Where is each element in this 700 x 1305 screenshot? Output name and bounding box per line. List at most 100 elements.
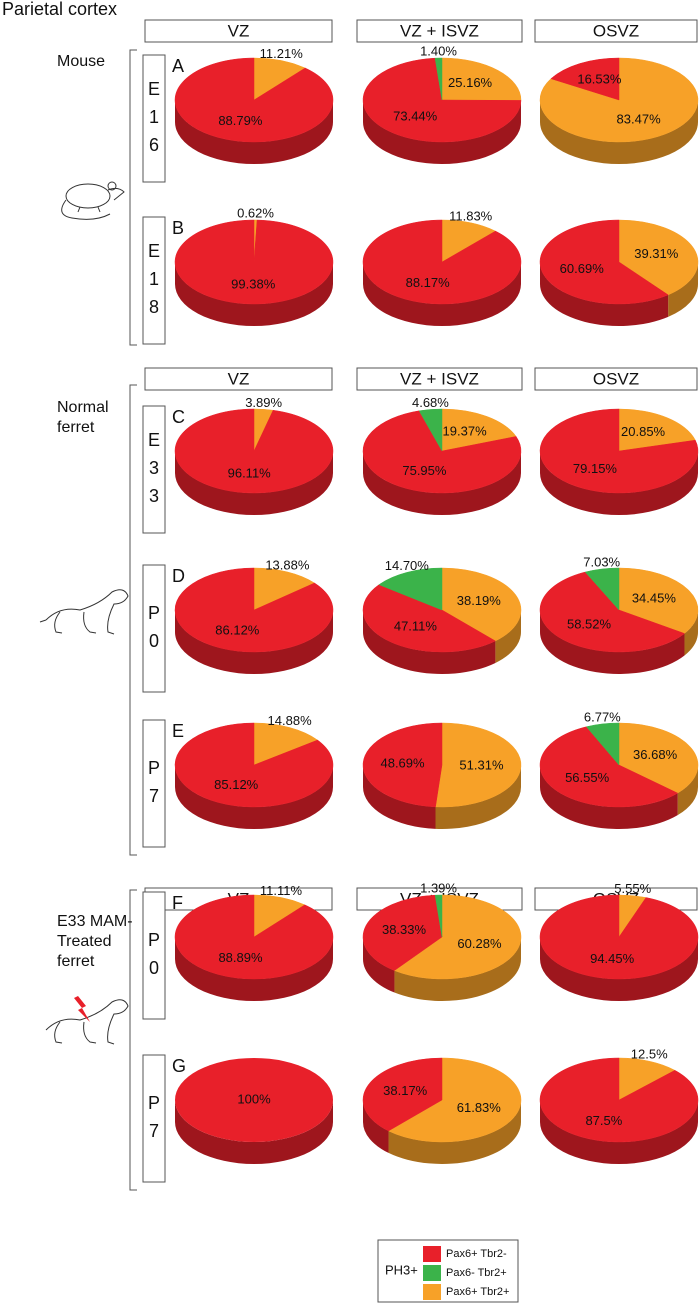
column-header-box xyxy=(534,19,698,43)
pie-side xyxy=(394,937,521,1001)
pie-slice xyxy=(388,1057,522,1143)
pie-slice xyxy=(539,894,699,980)
legend-label: Pax6+ Tbr2+ xyxy=(446,1286,509,1298)
pie-slice xyxy=(174,722,334,808)
legend-box xyxy=(377,1239,519,1303)
pie-slice xyxy=(434,57,443,101)
pie-side xyxy=(363,610,496,674)
pie: 34.45% 58.52% 7.03% xyxy=(539,554,699,675)
age-label: 1 xyxy=(149,107,159,127)
age-label: P xyxy=(148,603,160,623)
age-box xyxy=(142,719,166,848)
pie: 13.88% 86.12% xyxy=(174,557,334,674)
pie: 11.11% 88.89% xyxy=(174,883,334,1001)
value-label: 56.55% xyxy=(565,770,610,785)
legend-swatch xyxy=(423,1246,441,1262)
bracket xyxy=(129,49,137,346)
pie-slice xyxy=(253,567,316,611)
pie-side xyxy=(175,1100,333,1164)
pie-slice xyxy=(175,1058,333,1142)
value-label: 25.16% xyxy=(448,75,493,90)
value-label: 12.5% xyxy=(631,1047,668,1062)
group-label: Normal xyxy=(57,399,109,416)
pie-side xyxy=(175,765,333,829)
pie-slice xyxy=(362,1057,443,1132)
value-label: 88.89% xyxy=(218,950,263,965)
pie-slice xyxy=(378,567,443,611)
pie: 5.55% 94.45% xyxy=(539,881,699,1001)
legend-title: PH3+ xyxy=(385,1262,418,1277)
value-label: 14.88% xyxy=(268,713,313,728)
value-label: 51.31% xyxy=(459,757,504,772)
group-label: Treated xyxy=(57,933,112,950)
pie-side xyxy=(540,937,698,1001)
pie-slice xyxy=(539,571,685,653)
value-label: 14.70% xyxy=(385,558,430,573)
pie: 51.31% 48.69% xyxy=(362,722,522,829)
age-label: 0 xyxy=(149,958,159,978)
value-label: 13.88% xyxy=(265,557,310,572)
pie: 39.31% 60.69% xyxy=(539,219,699,326)
value-label: 11.83% xyxy=(449,208,493,223)
age-label: 3 xyxy=(149,486,159,506)
pie-slice xyxy=(362,57,522,143)
pie-slice xyxy=(174,57,334,143)
pie-slice xyxy=(618,219,699,296)
value-label: 11.21% xyxy=(260,46,304,61)
age-label: P xyxy=(148,1093,160,1113)
age-label: E xyxy=(148,430,160,450)
pie-slice xyxy=(539,408,699,494)
pie-slice xyxy=(362,410,522,494)
pie-slice xyxy=(434,894,443,938)
pie-side xyxy=(668,262,698,317)
value-label: 19.37% xyxy=(443,423,488,438)
pie-side xyxy=(540,610,685,675)
value-label: 61.83% xyxy=(457,1100,502,1115)
age-box xyxy=(142,216,166,345)
value-label: 60.69% xyxy=(560,261,605,276)
value-label: 39.31% xyxy=(634,246,679,261)
value-label: 4.68% xyxy=(412,395,449,410)
age-label: 3 xyxy=(149,458,159,478)
pie-side xyxy=(175,262,333,326)
age-label: E xyxy=(148,79,160,99)
pie-side xyxy=(684,610,698,656)
pie: 36.68% 56.55% 6.77% xyxy=(539,709,699,829)
value-label: 5.55% xyxy=(614,881,651,896)
pie-side xyxy=(363,100,521,165)
legend-label: Pax6- Tbr2+ xyxy=(446,1267,507,1279)
pie-slice xyxy=(618,1057,676,1101)
age-label: 6 xyxy=(149,135,159,155)
pie-slice xyxy=(441,408,517,452)
panel-letter: D xyxy=(172,566,185,586)
pie-side xyxy=(175,451,333,515)
pie-slice xyxy=(441,567,522,642)
column-header: OSVZ xyxy=(593,21,639,40)
column-header: VZ xyxy=(228,369,250,388)
lightning-icon xyxy=(74,996,90,1022)
value-label: 96.11% xyxy=(228,465,272,480)
value-label: 75.95% xyxy=(402,463,447,478)
legend-swatch xyxy=(423,1284,441,1300)
pie-slice xyxy=(435,722,522,808)
pie-slice xyxy=(618,722,699,794)
pie-side xyxy=(540,451,698,515)
figure-title: Parietal cortex xyxy=(2,0,117,19)
value-label: 0.62% xyxy=(237,205,274,220)
pie: 11.83% 88.17% xyxy=(362,208,522,326)
legend-swatch xyxy=(423,1265,441,1281)
column-header-box xyxy=(534,367,698,391)
age-label: 0 xyxy=(149,631,159,651)
value-label: 11.11% xyxy=(260,883,303,898)
panel-letter: A xyxy=(172,56,184,76)
value-label: 6.77% xyxy=(584,709,621,724)
pie: 100% xyxy=(175,1058,333,1164)
pie: 61.83% 38.17% xyxy=(362,1057,522,1165)
group-label: ferret xyxy=(57,953,95,970)
pie-side xyxy=(363,1100,389,1153)
age-label: 7 xyxy=(149,1121,159,1141)
pie: 60.28% 38.33% 1.39% xyxy=(362,880,522,1001)
pie-side xyxy=(388,1100,521,1165)
column-header: OSVZ xyxy=(593,369,639,388)
panel-letter: F xyxy=(172,893,183,913)
